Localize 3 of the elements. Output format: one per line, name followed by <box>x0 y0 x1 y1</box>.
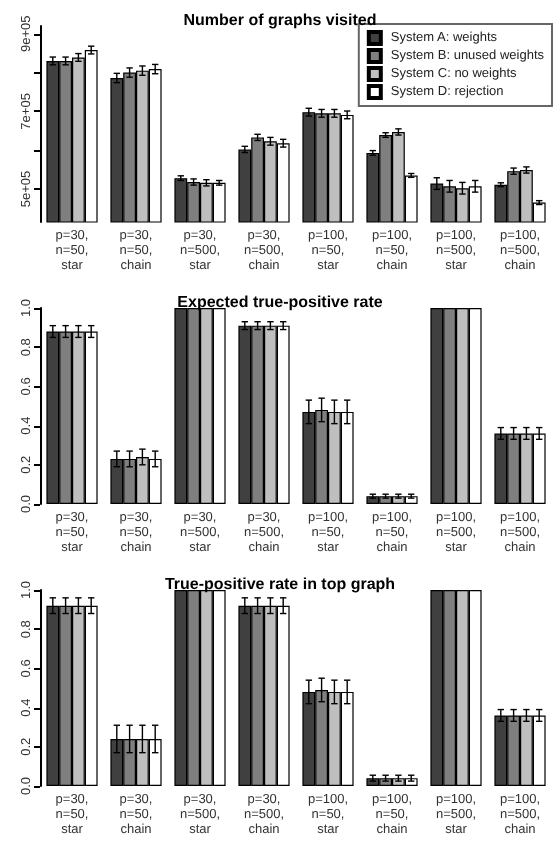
chart-title: Expected true-positive rate <box>177 293 384 311</box>
chart-title: True-positive rate in top graph <box>164 575 396 593</box>
chart-title: Number of graphs visited <box>183 11 377 29</box>
